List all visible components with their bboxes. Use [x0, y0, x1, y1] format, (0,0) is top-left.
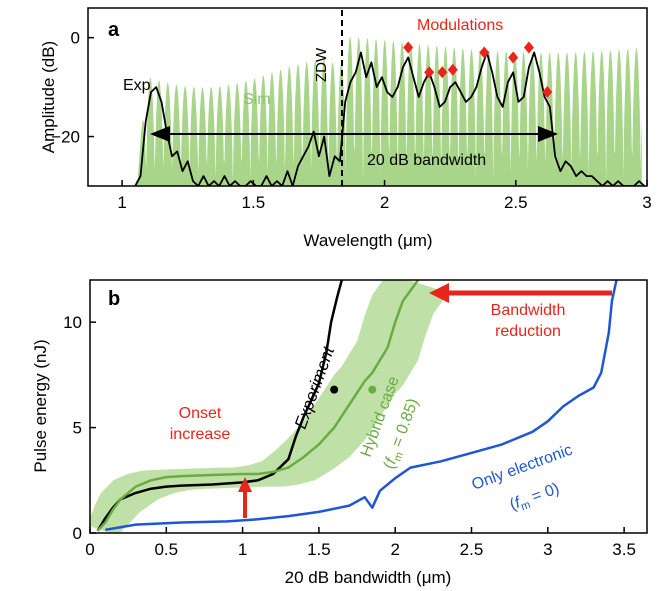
panel-a: 1 1.5 2 2.5 30−20 a Exp Sim ZDW Modulations … [39, 7, 652, 250]
zdw-label: ZDW [313, 47, 330, 82]
x-tick-label: 0.5 [154, 540, 178, 559]
modulation-marker [447, 63, 458, 76]
onset-arrowhead [238, 477, 252, 492]
modulation-marker [542, 86, 553, 99]
x-tick-label: 2 [380, 193, 389, 212]
panel-b-label: b [108, 288, 120, 310]
modulation-marker [424, 66, 435, 79]
x-tick-label: 3.5 [612, 540, 636, 559]
bandwidth-reduction-label-2: reduction [495, 323, 561, 340]
y-tick-label: 10 [63, 313, 82, 332]
bandwidth-reduction-label-1: Bandwidth [491, 302, 566, 319]
experiment-line [96, 280, 344, 532]
electronic-label-2: (fm = 0) [508, 480, 563, 516]
panel-b-series [90, 280, 618, 533]
sim-fill [135, 36, 642, 186]
hybrid-uncertainty-band [90, 280, 449, 533]
panel-b: 0 0.5 1 1.5 2 2.5 3 3.5 0 5 10 b Bandwidth reducti… [31, 279, 648, 587]
panel-a-ticks: 1 1.5 2 2.5 3 0 −20 [51, 29, 652, 212]
panel-b-ylabel: Pulse energy (nJ) [31, 339, 50, 472]
onset-label-1: Onset [179, 405, 222, 422]
x-tick-label: 2 [390, 540, 399, 559]
modulation-markers [403, 41, 553, 99]
exp-label: Exp [123, 77, 151, 94]
modulation-marker [403, 41, 414, 54]
y-tick-label: 5 [73, 419, 82, 438]
bandwidth-reduction-arrowhead [429, 283, 449, 303]
curve-marker [368, 385, 377, 394]
bandwidth-label: 20 dB bandwidth [367, 152, 486, 169]
y-tick-label: 0 [73, 524, 82, 543]
x-tick-label: 1 [117, 193, 126, 212]
x-tick-label: 1.5 [242, 193, 266, 212]
modulation-marker [508, 51, 519, 64]
exp-spectrum-group [134, 51, 646, 186]
modulation-marker [523, 41, 534, 54]
x-tick-label: 3 [543, 540, 552, 559]
panel-b-frame [89, 279, 648, 534]
x-tick-label: 2.5 [460, 540, 484, 559]
onset-label-2: increase [170, 426, 231, 443]
panel-b-ticks: 0 0.5 1 1.5 2 2.5 3 3.5 0 5 10 [63, 313, 636, 559]
panel-a-ylabel: Amplitude (dB) [39, 41, 58, 153]
electronic-line [105, 280, 618, 532]
modulations-label: Modulations [417, 17, 503, 34]
x-tick-label: 2.5 [504, 193, 528, 212]
sim-spectrum-area [135, 36, 642, 186]
y-tick-label: −20 [51, 128, 80, 147]
exp-line [134, 51, 646, 186]
panel-b-xlabel: 20 dB bandwidth (μm) [285, 568, 452, 587]
curve-marker [330, 385, 339, 394]
modulation-marker [437, 66, 448, 79]
modulation-marker [479, 46, 490, 59]
panel-a-frame [87, 7, 648, 187]
y-tick-label: 0 [71, 29, 80, 48]
x-tick-label: 0 [85, 540, 94, 559]
panel-a-xlabel: Wavelength (μm) [303, 231, 432, 250]
x-tick-label: 1.5 [307, 540, 331, 559]
panel-a-label: a [108, 19, 120, 41]
x-tick-label: 3 [642, 193, 651, 212]
x-tick-label: 1 [238, 540, 247, 559]
hybrid-line [96, 280, 420, 532]
sim-label: Sim [243, 91, 271, 108]
